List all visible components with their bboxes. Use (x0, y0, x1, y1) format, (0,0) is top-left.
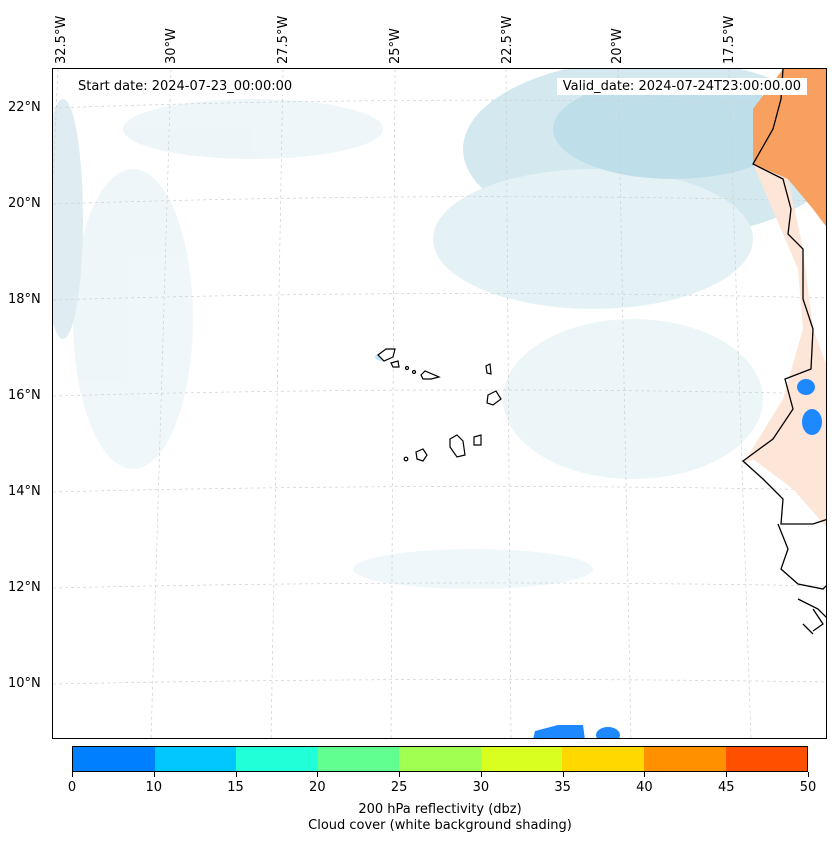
colorbar-tick-label: 30 (472, 780, 490, 795)
colorbar-tick (726, 772, 728, 777)
colorbar-tick (317, 772, 319, 777)
colorbar-tick-label: 40 (636, 780, 653, 795)
colorbar-segment (154, 747, 237, 771)
lon-label: 17.5°W (722, 15, 737, 64)
lon-label: 30°W (164, 28, 179, 64)
lon-label: 22.5°W (500, 15, 515, 64)
lon-label: 25°W (388, 28, 403, 64)
colorbar-tick-label: 20 (309, 780, 326, 795)
colorbar-tick-label: 10 (145, 780, 163, 795)
colorbar-tick (399, 772, 401, 777)
lat-label: 18°N (8, 292, 41, 307)
colorbar-tick (72, 772, 73, 777)
colorbar-sublabel: Cloud cover (white background shading) (308, 818, 572, 833)
cloud-cover-shading (53, 69, 826, 589)
reflectivity-land (743, 69, 826, 527)
valid-date-label: Valid_date: 2024-07-24T23:00:00.00 (556, 78, 807, 95)
colorbar-tick (644, 772, 646, 777)
lat-label: 22°N (8, 100, 41, 115)
colorbar-segment (73, 747, 155, 771)
colorbar-tick-label: 15 (227, 780, 244, 795)
graticule (53, 69, 826, 738)
colorbar-tick (480, 772, 482, 777)
colorbar-segment (562, 747, 644, 771)
lat-label: 16°N (8, 388, 41, 403)
map-canvas (53, 69, 826, 738)
colorbar-tick (562, 772, 564, 777)
colorbar-segment (480, 747, 563, 771)
start-date-label: Start date: 2024-07-23_00:00:00 (72, 78, 299, 95)
colorbar (72, 746, 808, 772)
colorbar-tick-label: 50 (799, 780, 817, 795)
colorbar-tick (808, 772, 809, 777)
colorbar-segment (643, 747, 726, 771)
colorbar-tick-label: 35 (554, 780, 571, 795)
colorbar-tick-label: 25 (390, 780, 408, 795)
lat-label: 12°N (8, 580, 41, 595)
map-frame (52, 68, 827, 739)
lat-label: 10°N (8, 676, 41, 691)
lon-label: 27.5°W (276, 15, 291, 64)
colorbar-tick-label: 0 (67, 780, 77, 795)
colorbar-tick (235, 772, 237, 777)
lat-label: 14°N (8, 484, 41, 499)
lon-label: 20°W (610, 28, 625, 64)
colorbar-segment (725, 747, 808, 771)
colorbar-label: 200 hPa reflectivity (dbz) (358, 802, 522, 817)
colorbar-segment (399, 747, 481, 771)
lat-label: 20°N (8, 196, 41, 211)
colorbar-tick (153, 772, 155, 777)
colorbar-tick-label: 45 (717, 780, 735, 795)
lon-label: 32.5°W (54, 15, 69, 64)
colorbar-segment (317, 747, 400, 771)
colorbar-segment (236, 747, 318, 771)
cape-verde-islands (377, 348, 502, 462)
coastline (741, 69, 826, 635)
